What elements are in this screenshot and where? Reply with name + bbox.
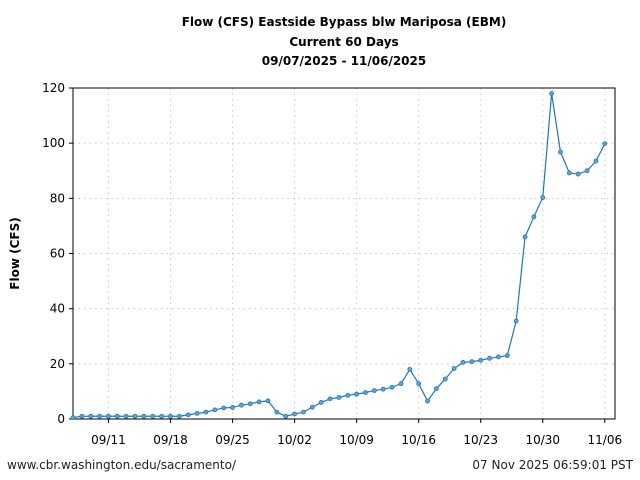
flow-data-point	[114, 413, 120, 419]
flow-data-point	[522, 234, 528, 240]
flow-data-point	[478, 357, 484, 363]
x-tick-label: 09/18	[153, 433, 188, 447]
x-tick-label: 10/09	[339, 433, 374, 447]
y-tick-label: 20	[50, 357, 65, 371]
flow-data-point	[345, 392, 351, 398]
y-tick-label: 40	[50, 302, 65, 316]
flow-data-point	[150, 413, 156, 419]
flow-data-point	[123, 413, 129, 419]
flow-data-point	[212, 407, 218, 413]
x-tick-label: 10/02	[277, 433, 312, 447]
source-url[interactable]: www.cbr.washington.edu/sacramento/	[7, 458, 236, 472]
flow-data-point	[398, 381, 404, 387]
y-axis-label: Flow (CFS)	[8, 217, 22, 289]
flow-data-point	[434, 386, 439, 392]
flow-data-point	[371, 388, 377, 393]
flow-data-point	[442, 376, 448, 382]
flow-data-point	[203, 409, 209, 415]
flow-data-point	[558, 149, 563, 155]
flow-data-point	[176, 413, 182, 419]
flow-data-point	[274, 409, 280, 415]
flow-data-point	[363, 390, 368, 395]
chart-title-line-3: 09/07/2025 - 11/06/2025	[261, 54, 427, 68]
flow-data-point	[141, 413, 147, 419]
flow-data-point	[389, 384, 395, 390]
y-tick-label: 120	[42, 81, 65, 95]
flow-data-point	[425, 398, 430, 404]
flow-data-point	[566, 170, 572, 176]
x-tick-label: 10/16	[401, 433, 436, 447]
flow-data-point	[247, 401, 253, 407]
flow-data-point	[575, 171, 581, 177]
flow-data-point	[602, 141, 608, 147]
flow-data-point	[327, 396, 333, 402]
flow-data-point	[97, 413, 102, 419]
y-tick-label: 0	[57, 412, 65, 426]
flow-data-point	[132, 413, 138, 419]
y-tick-label: 80	[50, 191, 65, 205]
flow-data-point	[460, 360, 466, 365]
flow-data-point	[88, 413, 94, 419]
x-tick-label: 09/11	[91, 433, 126, 447]
flow-data-point	[106, 413, 111, 419]
flow-data-point	[221, 405, 227, 411]
flow-data-point	[504, 353, 510, 358]
flow-data-point	[380, 386, 386, 392]
flow-data-point	[496, 354, 501, 360]
flow-data-point	[301, 409, 306, 415]
flow-data-point	[531, 214, 537, 220]
flow-data-point	[407, 366, 413, 372]
x-tick-label: 10/23	[463, 433, 498, 447]
timestamp: 07 Nov 2025 06:59:01 PST	[472, 458, 633, 472]
x-tick-label: 09/25	[215, 433, 250, 447]
y-tick-label: 60	[50, 247, 65, 261]
flow-data-point	[230, 405, 235, 410]
flow-data-point	[318, 400, 324, 405]
flow-data-point	[513, 318, 519, 324]
flow-data-point	[416, 381, 422, 387]
flow-data-point	[549, 91, 555, 96]
flow-data-point	[292, 411, 297, 417]
flow-data-point	[309, 404, 315, 410]
flow-data-point	[70, 415, 76, 421]
flow-series-line	[72, 93, 606, 419]
flow-data-point	[540, 195, 546, 200]
flow-data-point	[185, 412, 191, 418]
flow-data-point	[239, 402, 244, 408]
flow-data-point	[354, 391, 360, 397]
flow-data-point	[283, 413, 289, 419]
flow-data-point	[593, 158, 599, 164]
x-tick-label: 10/30	[525, 433, 560, 447]
chart-title-line-2: Current 60 Days	[289, 35, 399, 49]
flow-data-point	[265, 398, 271, 404]
flow-data-point	[79, 413, 85, 419]
flow-data-point	[256, 399, 262, 405]
flow-data-point	[194, 411, 200, 416]
flow-data-point	[336, 395, 342, 400]
flow-data-point	[451, 366, 457, 371]
plot-frame	[72, 87, 616, 420]
y-tick-label: 100	[42, 136, 65, 150]
chart-title-line-1: Flow (CFS) Eastside Bypass blw Mariposa …	[181, 15, 507, 29]
flow-data-point	[159, 413, 165, 419]
x-tick-label: 11/06	[588, 433, 623, 447]
flow-data-point	[469, 359, 475, 365]
flow-data-point	[584, 168, 590, 174]
flow-data-point	[168, 413, 173, 419]
flow-data-point	[487, 355, 492, 361]
